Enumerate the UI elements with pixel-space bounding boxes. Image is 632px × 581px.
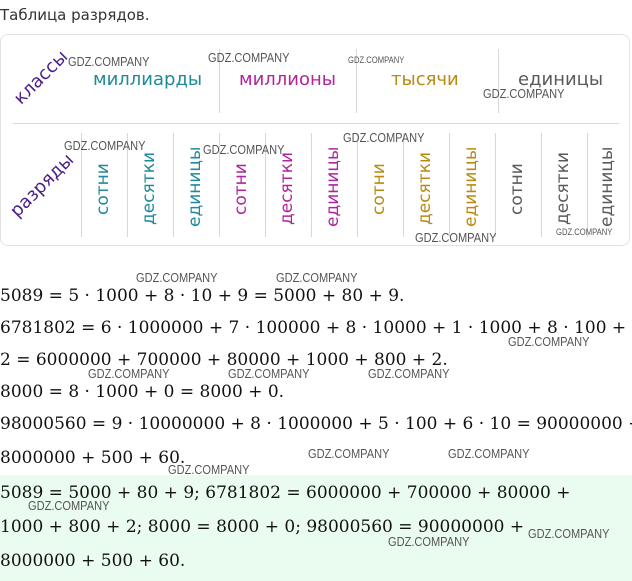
watermark: GDZ.COMPANY (368, 366, 450, 381)
watermark: GDZ.COMPANY (64, 138, 146, 153)
watermark: GDZ.COMPANY (483, 86, 565, 101)
rank-separator (495, 133, 496, 237)
rank-name: десятки (553, 151, 573, 225)
solution-line: 8000000 + 500 + 60. (0, 448, 186, 468)
rank-name: десятки (415, 151, 435, 225)
watermark: GDZ.COMPANY (308, 446, 390, 461)
rank-separator (541, 133, 542, 237)
ranks-label: разряды (5, 149, 79, 222)
watermark: GDZ.COMPANY (556, 227, 613, 237)
rank-name: сотни (231, 163, 251, 215)
rank-name: десятки (277, 151, 297, 225)
watermark: GDZ.COMPANY (388, 534, 470, 549)
class-separator (356, 49, 357, 113)
table-divider (13, 123, 619, 124)
watermark: GDZ.COMPANY (528, 526, 610, 541)
watermark: GDZ.COMPANY (508, 334, 590, 349)
watermark: GDZ.COMPANY (68, 54, 150, 69)
rank-name: сотни (507, 163, 527, 215)
class-name-units: единицы (518, 69, 604, 90)
rank-separator (219, 133, 220, 237)
class-name-billions: миллиарды (93, 69, 203, 90)
solution-line: 98000560 = 9 · 10000000 + 8 · 1000000 + … (0, 414, 632, 434)
rank-name: единицы (597, 146, 617, 227)
answer-line: 5089 = 5000 + 80 + 9; 6781802 = 6000000 … (0, 483, 571, 503)
rank-separator (357, 133, 358, 237)
rank-name: сотни (93, 163, 113, 215)
watermark: GDZ.COMPANY (348, 55, 405, 65)
watermark: GDZ.COMPANY (208, 50, 290, 65)
class-name-thousands: тысячи (391, 69, 459, 90)
watermark: GDZ.COMPANY (343, 130, 425, 145)
class-separator (498, 49, 499, 113)
page-title: Таблица разрядов. (0, 6, 150, 24)
rank-separator (403, 133, 404, 237)
class-separator (219, 49, 220, 113)
watermark: GDZ.COMPANY (276, 270, 358, 285)
class-name-millions: миллионы (239, 69, 336, 90)
answer-line: 1000 + 800 + 2; 8000 = 8000 + 0; 9800056… (0, 517, 525, 537)
rank-separator (311, 133, 312, 237)
rank-name: единицы (461, 146, 481, 227)
watermark: GDZ.COMPANY (415, 230, 497, 245)
rank-name: единицы (185, 146, 205, 227)
solution-line: 5089 = 5 · 1000 + 8 · 10 + 9 = 5000 + 80… (0, 286, 405, 306)
watermark: GDZ.COMPANY (88, 366, 170, 381)
rank-separator (265, 133, 266, 237)
watermark: GDZ.COMPANY (228, 366, 310, 381)
rank-name: десятки (139, 151, 159, 225)
rank-name: сотни (369, 163, 389, 215)
rank-table: классы разряды миллиарды миллионы тысячи… (0, 34, 630, 246)
answer-line: 8000000 + 500 + 60. (0, 551, 186, 571)
answer-block: 5089 = 5000 + 80 + 9; 6781802 = 6000000 … (0, 475, 632, 581)
watermark: GDZ.COMPANY (168, 462, 250, 477)
rank-separator (81, 133, 82, 237)
solution-line: 2 = 6000000 + 700000 + 80000 + 1000 + 80… (0, 350, 448, 370)
watermark: GDZ.COMPANY (136, 270, 218, 285)
rank-separator (127, 133, 128, 237)
solution-line: 8000 = 8 · 1000 + 0 = 8000 + 0. (0, 382, 285, 402)
rank-separator (587, 133, 588, 237)
classes-label: классы (9, 46, 73, 109)
watermark: GDZ.COMPANY (448, 446, 530, 461)
watermark: GDZ.COMPANY (28, 498, 110, 513)
rank-separator (173, 133, 174, 237)
rank-separator (449, 133, 450, 237)
watermark: GDZ.COMPANY (203, 142, 285, 157)
solution-line: 6781802 = 6 · 1000000 + 7 · 100000 + 8 ·… (0, 318, 627, 338)
rank-name: единицы (323, 146, 343, 227)
